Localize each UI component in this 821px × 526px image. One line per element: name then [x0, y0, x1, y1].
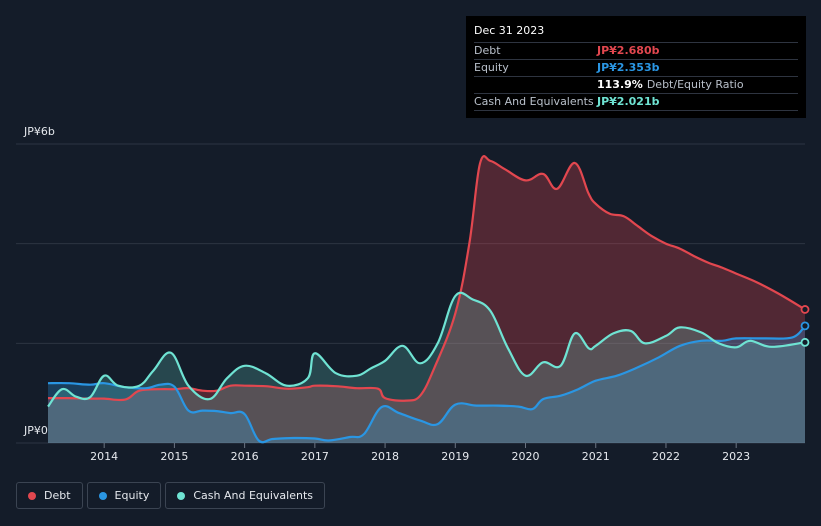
- equity-dot-icon: [98, 491, 107, 500]
- debt-line: [48, 155, 806, 402]
- debt-dot-icon: [28, 491, 36, 500]
- x-tick-label: 2019: [441, 450, 469, 463]
- cash-end-marker: [800, 337, 810, 347]
- legend-cash-label: Cash And Equivalents: [193, 489, 313, 502]
- x-tick-label: 2023: [722, 450, 750, 463]
- y-axis-bottom-label: JP¥0: [24, 424, 48, 437]
- legend-debt-label: Debt: [44, 489, 71, 502]
- cash-area: [48, 292, 805, 443]
- x-tick-label: 2014: [90, 450, 118, 463]
- legend-equity-label: Equity: [114, 489, 150, 502]
- equity-area: [48, 325, 805, 443]
- chart-legend: Debt Equity Cash And Equivalents: [16, 482, 325, 509]
- x-tick-label: 2015: [160, 450, 188, 463]
- tooltip-cash-value: JP¥2.021b: [597, 95, 660, 108]
- x-tick-label: 2021: [582, 450, 610, 463]
- tooltip-row-ratio: 113.9% Debt/Equity Ratio: [474, 76, 798, 93]
- x-tick-label: 2022: [652, 450, 680, 463]
- x-tick-label: 2020: [512, 450, 540, 463]
- debt-area: [48, 156, 805, 443]
- tooltip-debt-value: JP¥2.680b: [597, 44, 660, 57]
- legend-item-equity[interactable]: Equity: [86, 482, 162, 509]
- cash-dot-icon: [177, 491, 186, 500]
- tooltip-row-debt: Debt JP¥2.680b: [474, 42, 798, 59]
- equity-line: [47, 325, 806, 444]
- tooltip-row-cash: Cash And Equivalents JP¥2.021b: [474, 93, 798, 111]
- data-tooltip: Dec 31 2023 Debt JP¥2.680b Equity JP¥2.3…: [466, 16, 806, 118]
- x-tick-label: 2018: [371, 450, 399, 463]
- tooltip-equity-value: JP¥2.353b: [597, 61, 660, 74]
- tooltip-ratio-value: 113.9%: [597, 78, 643, 91]
- tooltip-ratio-label: Debt/Equity Ratio: [646, 78, 744, 91]
- legend-item-cash[interactable]: Cash And Equivalents: [165, 482, 325, 509]
- tooltip-row-equity: Equity JP¥2.353b: [474, 59, 798, 76]
- legend-item-debt[interactable]: Debt: [16, 482, 83, 509]
- debt-end-marker: [800, 305, 810, 314]
- x-tick-label: 2017: [301, 450, 329, 463]
- tooltip-date: Dec 31 2023: [474, 24, 545, 37]
- equity-end-marker: [800, 321, 810, 331]
- y-axis-top-label: JP¥6b: [24, 125, 55, 138]
- tooltip-debt-label: Debt: [474, 44, 501, 57]
- tooltip-equity-label: Equity: [474, 61, 509, 74]
- tooltip-cash-label: Cash And Equivalents: [474, 95, 594, 108]
- x-tick-label: 2016: [231, 450, 259, 463]
- cash-line: [47, 291, 806, 408]
